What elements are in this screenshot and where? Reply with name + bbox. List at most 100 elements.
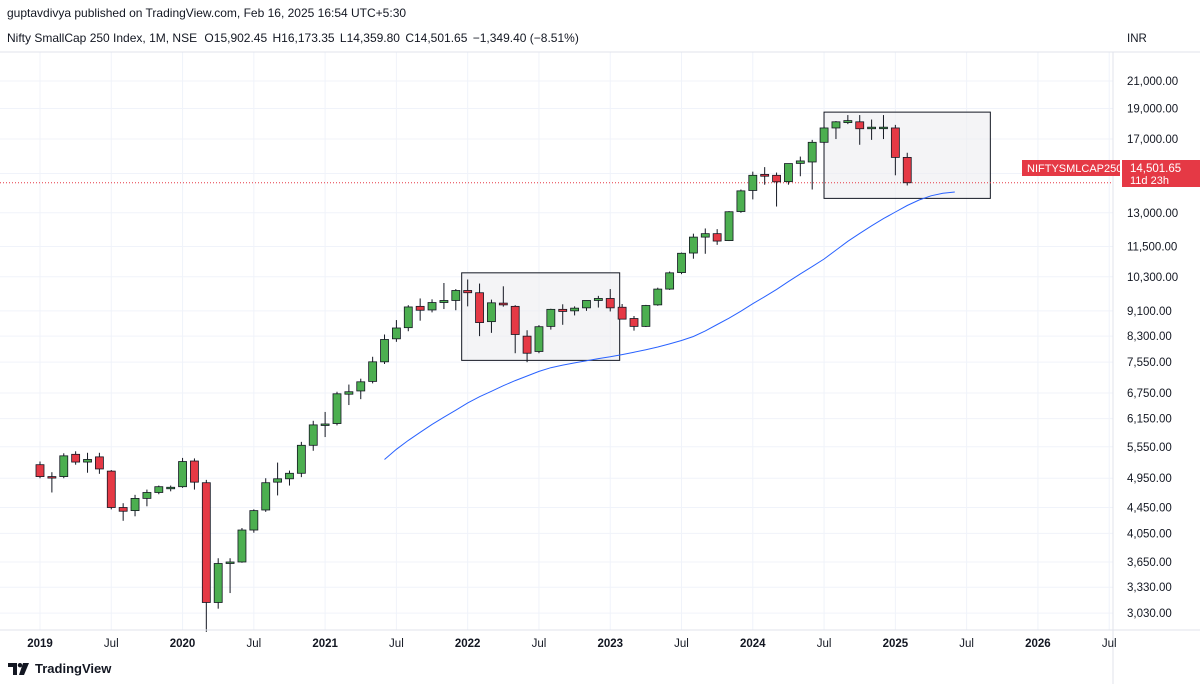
time-tick-label: Jul (246, 638, 261, 650)
time-tick-label: 2019 (27, 638, 53, 650)
candle (510, 305, 520, 354)
price-tick-label: 3,650.00 (1127, 557, 1172, 569)
time-tick-label: 2021 (312, 638, 338, 650)
candle (225, 558, 235, 594)
candle (71, 451, 81, 465)
candle-body-up (320, 423, 330, 426)
candle (166, 485, 176, 492)
candle-body-up (249, 510, 259, 531)
time-axis[interactable]: 2019 Jul 2020 Jul 2021 Jul 2022 Jul 2023 Jul 2024 J… (27, 638, 1116, 650)
candle-body-down (415, 305, 425, 311)
price-tick-label: 17,000.00 (1127, 134, 1178, 146)
candle (249, 509, 259, 533)
candle-body-up (142, 492, 152, 499)
price-tick-label: 4,050.00 (1127, 528, 1172, 540)
candle (475, 283, 484, 337)
candle (439, 283, 449, 310)
price-tag (1122, 160, 1200, 187)
price-tick-label: 4,950.00 (1127, 473, 1172, 485)
time-tick-label: 2024 (740, 638, 766, 650)
grid-horizontal (0, 80, 1113, 614)
candle-body-down (855, 121, 865, 130)
candle-body-up (831, 121, 841, 129)
candle-body-down (201, 482, 211, 603)
candle (855, 115, 865, 145)
candle-body-up (748, 174, 758, 191)
candle (629, 316, 639, 331)
candle (843, 115, 853, 125)
candle (380, 334, 389, 365)
candle-body-up (867, 126, 876, 130)
footer-brand-text: TradingView (35, 661, 112, 676)
candle (154, 485, 164, 495)
candle-body-down (106, 470, 116, 508)
price-tick-label: 6,150.00 (1127, 414, 1172, 426)
candle-body-up (225, 561, 235, 564)
candle-body-up (83, 459, 92, 463)
candle (213, 558, 223, 609)
candle-body-up (689, 236, 698, 254)
candle-body-up (237, 529, 247, 563)
candle-body-up (819, 127, 829, 143)
footer-brand[interactable]: TradingView (8, 661, 111, 676)
candle-body-up (582, 300, 591, 309)
change-value: −1,349.40 (−8.51%) (472, 31, 579, 45)
time-tick-label: Jul (1102, 638, 1117, 650)
price-axis[interactable]: 21,000.0019,000.0017,000.0015,000.0013,0… (1127, 76, 1178, 620)
candle-body-up (308, 424, 318, 446)
close-label: C (405, 31, 414, 45)
time-tick-label: Jul (532, 638, 547, 650)
candle-body-down (95, 456, 104, 470)
currency-label[interactable]: INR (1127, 33, 1147, 45)
symbol-tag (1022, 160, 1120, 176)
candle (142, 489, 152, 507)
candle-body-down (463, 290, 473, 294)
candle-body-up (296, 444, 306, 474)
candle (130, 494, 140, 517)
candle (570, 306, 579, 316)
candle-body-up (807, 141, 817, 163)
candle (320, 411, 330, 438)
price-tag-value: 14,501.65 (1130, 163, 1181, 175)
candle (118, 503, 128, 521)
candle (415, 298, 425, 321)
candle-body-down (712, 233, 722, 242)
candle-body-up (368, 361, 378, 382)
candle (178, 457, 187, 488)
candle-body-up (344, 391, 354, 395)
symbol-name[interactable]: Nifty SmallCap 250 Index, 1M, NSE (7, 31, 198, 45)
symbol-tag-text: NIFTYSMLCAP250 (1027, 163, 1122, 175)
candle-body-down (522, 335, 532, 354)
candle-body-up (59, 455, 69, 477)
candle-body-up (403, 306, 413, 329)
candle (106, 470, 116, 510)
candle-body-up (380, 339, 389, 363)
symbol-header: Nifty SmallCap 250 Index, 1M, NSE O15,90… (7, 31, 579, 45)
candle (296, 441, 306, 478)
candle (47, 472, 57, 493)
candle-body-down (35, 464, 45, 477)
candle (772, 172, 781, 207)
candle (784, 163, 793, 185)
candle-body-up (677, 252, 686, 273)
time-tick-label: 2022 (455, 638, 481, 650)
price-tick-label: 6,750.00 (1127, 388, 1172, 400)
price-tick-label: 10,300.00 (1127, 272, 1178, 284)
price-tick-label: 9,100.00 (1127, 306, 1172, 318)
publisher-line: guptavdivya published on TradingView.com… (7, 6, 407, 20)
candle (344, 384, 354, 406)
candle-body-up (213, 563, 223, 603)
candle-body-up (534, 326, 544, 352)
candle-body-up (665, 272, 675, 290)
candle (689, 233, 698, 259)
candle (190, 458, 199, 490)
candle (819, 126, 829, 145)
candle-body-up (154, 486, 164, 493)
price-tick-label: 5,550.00 (1127, 442, 1172, 454)
high-value: 16,173.35 (281, 31, 335, 45)
candle-body-up (843, 120, 853, 123)
candle (35, 461, 45, 479)
candle (391, 320, 401, 342)
candle-body-up (487, 302, 496, 323)
